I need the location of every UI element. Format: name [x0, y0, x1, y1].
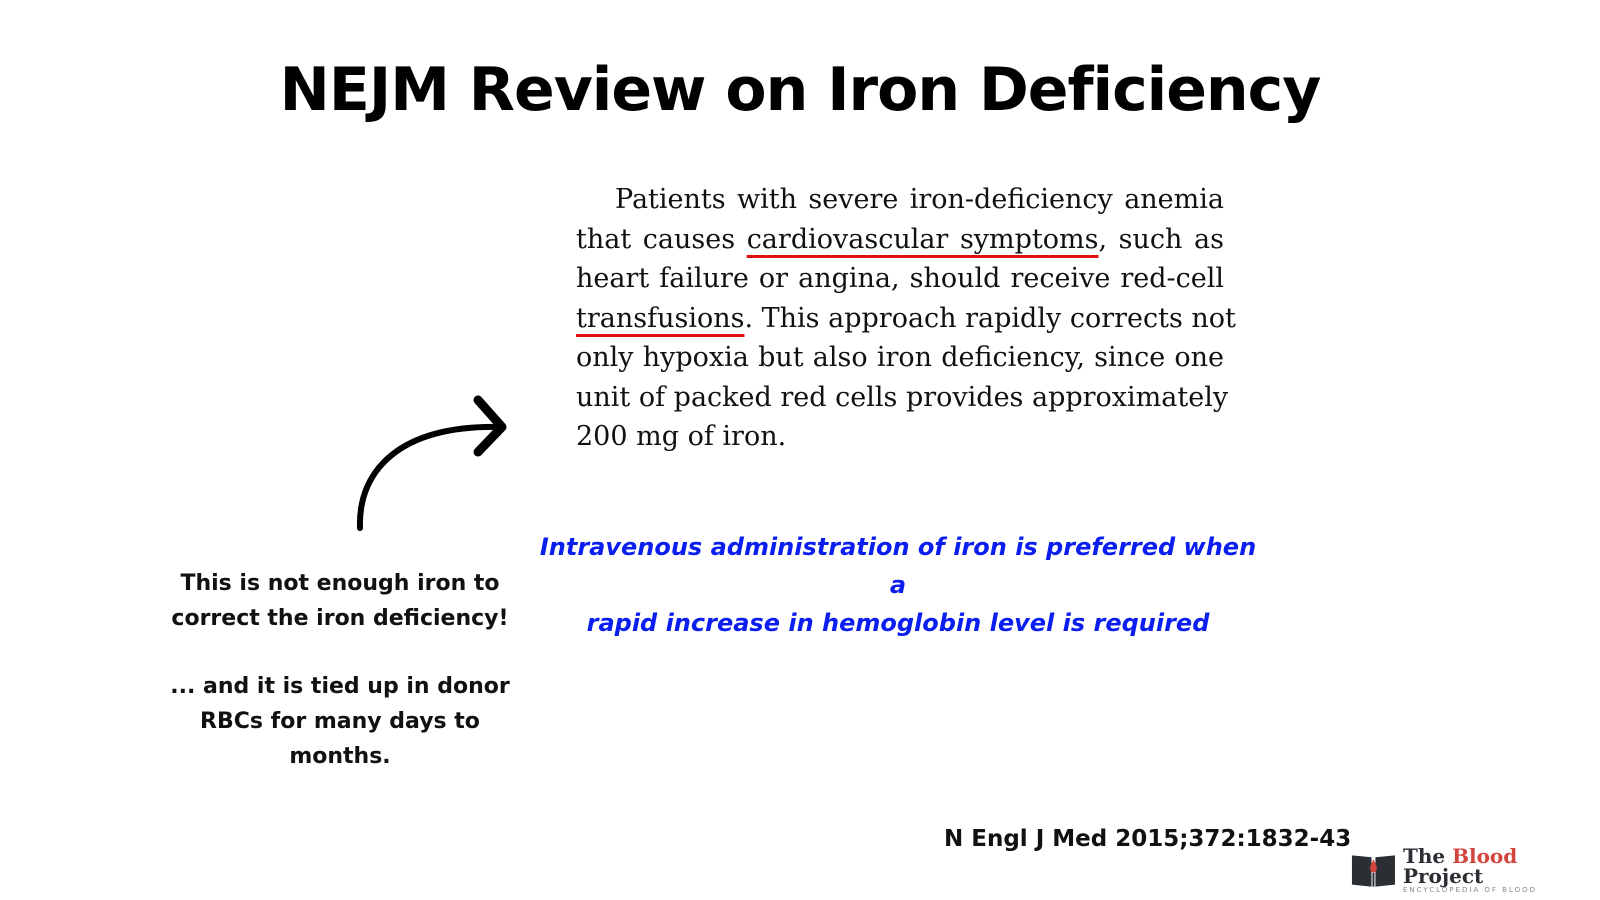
excerpt-text: that causes — [576, 223, 747, 255]
slide-title: NEJM Review on Iron Deficiency — [279, 55, 1322, 125]
note-line: rapid increase in hemoglobin level is re… — [586, 609, 1210, 637]
underlined-cardiovascular-symptoms: cardiovascular symptoms — [746, 223, 1099, 255]
excerpt-text: . This approach rapidly corrects not — [744, 302, 1236, 334]
book-blood-drop-icon — [1351, 855, 1395, 887]
comment-paragraph: ... and it is tied up in donor RBCs for … — [170, 674, 510, 769]
excerpt-line: 200 mg of iron. — [576, 417, 1224, 457]
iv-iron-note: Intravenous administration of iron is pr… — [538, 528, 1258, 642]
excerpt-text: only hypoxia but also iron deficiency, s… — [576, 342, 1224, 373]
side-comment: This is not enough iron to correct the i… — [160, 566, 520, 774]
excerpt-text: Patients with severe iron-deficiency ane… — [615, 184, 1224, 215]
excerpt-text: 200 mg of iron. — [576, 421, 787, 452]
logo-tagline: ENCYCLOPEDIA OF BLOOD — [1402, 886, 1538, 894]
excerpt-text: unit of packed red cells provides approx… — [576, 381, 1229, 413]
blood-project-logo: The Blood Project ENCYCLOPEDIA OF BLOOD — [1350, 846, 1600, 894]
excerpt-line: unit of packed red cells provides approx… — [576, 378, 1228, 418]
curved-arrow-icon — [356, 395, 507, 531]
excerpt-line: heart failure or angina, should receive … — [576, 259, 1224, 299]
excerpt-line: only hypoxia but also iron deficiency, s… — [576, 338, 1224, 378]
logo-text: Project — [1402, 864, 1484, 888]
logo-text: The — [1402, 844, 1453, 868]
excerpt-line: Patients with severe iron-deficiency ane… — [576, 180, 1224, 220]
nejm-excerpt: Patients with severe iron-deficiency ane… — [576, 180, 1236, 457]
note-line: Intravenous administration of iron is pr… — [539, 533, 1257, 599]
excerpt-text: heart failure or angina, should receive … — [576, 263, 1224, 294]
underlined-transfusions: transfusions — [576, 302, 745, 334]
comment-paragraph: This is not enough iron to correct the i… — [171, 571, 509, 631]
excerpt-text: , such as — [1098, 223, 1224, 255]
logo-text: Blood — [1452, 844, 1518, 868]
excerpt-line: that causes cardiovascular symptoms, suc… — [576, 220, 1224, 260]
excerpt-line: transfusions. This approach rapidly corr… — [576, 299, 1236, 339]
citation: N Engl J Med 2015;372:1832-43 — [944, 826, 1352, 852]
